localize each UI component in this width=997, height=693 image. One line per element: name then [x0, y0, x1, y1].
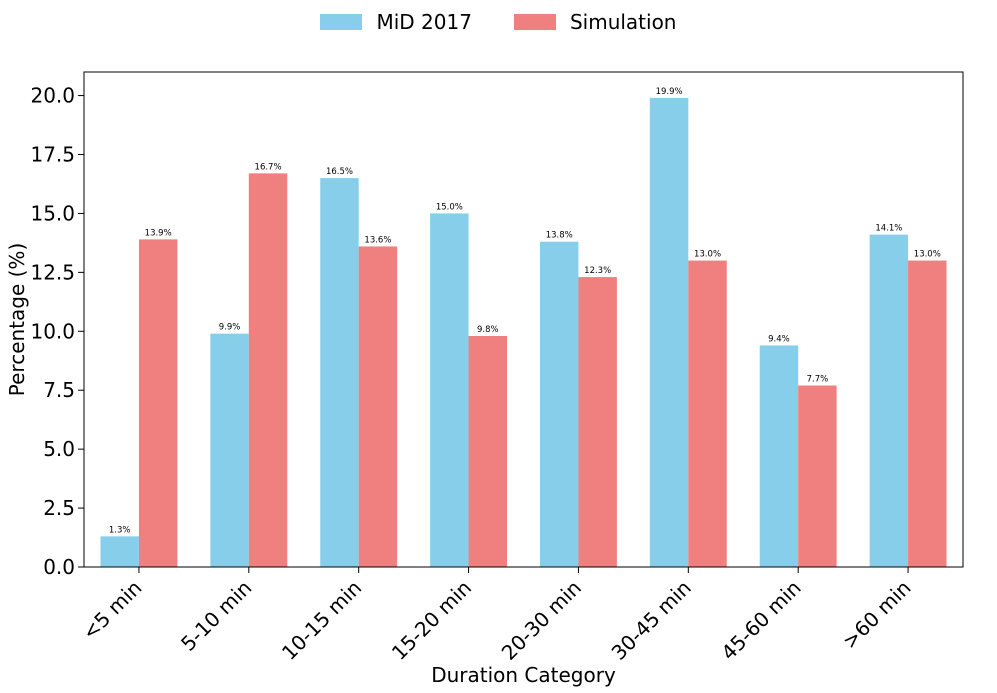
legend: MiD 2017 Simulation	[0, 10, 997, 34]
bar-label-simulation-6: 7.7%	[807, 375, 829, 385]
legend-swatch-simulation	[513, 14, 556, 30]
bar-label-mid-2017-1: 9.9%	[219, 323, 241, 333]
legend-label-simulation: Simulation	[569, 10, 677, 34]
bar-simulation-3	[468, 336, 508, 567]
bar-label-simulation-1: 16.7%	[255, 162, 282, 172]
legend-swatch-mid-2017	[320, 14, 363, 30]
y-tick-label-8: 20.0	[30, 84, 75, 108]
bar-simulation-5	[688, 260, 727, 567]
bar-label-simulation-3: 9.8%	[477, 325, 499, 335]
bar-mid-2017-5	[649, 97, 689, 567]
legend-item-simulation: Simulation	[513, 10, 677, 34]
bar-label-mid-2017-2: 16.5%	[326, 167, 353, 177]
bar-mid-2017-2	[320, 178, 359, 568]
plot-frame	[83, 71, 964, 568]
bar-simulation-0	[138, 239, 178, 567]
bar-label-simulation-2: 13.6%	[364, 235, 391, 245]
bar-label-simulation-5: 13.0%	[694, 250, 721, 260]
x-tick-label-5: 30-45 min	[607, 576, 696, 665]
bar-simulation-4	[578, 277, 617, 567]
legend-label-mid-2017: MiD 2017	[376, 10, 472, 34]
bars-layer	[100, 97, 947, 568]
bar-mid-2017-4	[539, 241, 579, 567]
x-tick-label-4: 20-30 min	[497, 576, 586, 665]
bar-simulation-6	[798, 385, 837, 567]
x-tick-label-0: <5 min	[77, 576, 146, 645]
bar-label-mid-2017-0: 1.3%	[109, 525, 131, 535]
legend-item-mid-2017: MiD 2017	[320, 10, 472, 34]
bar-label-mid-2017-4: 13.8%	[546, 231, 573, 241]
bar-mid-2017-0	[100, 536, 139, 567]
bar-simulation-7	[908, 260, 947, 567]
x-tick-label-3: 15-20 min	[387, 576, 476, 665]
bar-mid-2017-6	[759, 345, 799, 567]
y-axis: 0.0 2.5 5.0 7.5 10.0 12.5 15.0 17.5 20.0	[30, 84, 84, 579]
x-tick-label-2: 10-15 min	[277, 576, 366, 665]
y-tick-label-1: 2.5	[43, 496, 75, 520]
y-tick-label-7: 17.5	[30, 143, 75, 167]
bar-label-mid-2017-6: 9.4%	[768, 334, 790, 344]
y-axis-title: Percentage (%)	[5, 243, 29, 396]
x-tick-label-6: 45-60 min	[716, 576, 805, 665]
bar-label-simulation-0: 13.9%	[145, 228, 172, 238]
y-tick-label-0: 0.0	[43, 555, 75, 579]
x-axis: <5 min 5-10 min 10-15 min 15-20 min 20-30 mi…	[77, 567, 916, 665]
x-tick-label-1: 5-10 min	[176, 576, 256, 656]
y-tick-label-4: 10.0	[30, 319, 75, 343]
bar-labels-layer: 1.3% 13.9% 9.9% 16.7% 16.5% 13.6% 15.0% 9.8% 13.…	[109, 87, 941, 535]
bar-label-mid-2017-5: 19.9%	[656, 87, 683, 97]
bar-simulation-1	[248, 173, 288, 567]
y-tick-label-6: 15.0	[30, 201, 75, 225]
x-axis-title: Duration Category	[431, 663, 616, 687]
x-tick-label-7: >60 min	[838, 576, 916, 654]
y-tick-label-3: 7.5	[43, 378, 75, 402]
bar-mid-2017-3	[430, 213, 469, 567]
bar-label-simulation-7: 13.0%	[914, 250, 941, 260]
bar-mid-2017-7	[869, 234, 909, 567]
bar-label-simulation-4: 12.3%	[584, 266, 611, 276]
y-tick-label-5: 12.5	[30, 260, 75, 284]
bar-mid-2017-1	[210, 333, 249, 567]
bar-simulation-2	[358, 246, 398, 567]
y-tick-label-2: 5.0	[43, 437, 75, 461]
bar-label-mid-2017-3: 15.0%	[436, 202, 463, 212]
bar-label-mid-2017-7: 14.1%	[875, 224, 902, 234]
